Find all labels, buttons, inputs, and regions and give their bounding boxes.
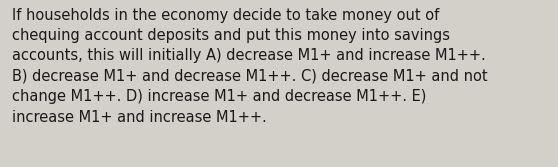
Text: If households in the economy decide to take money out of
chequing account deposi: If households in the economy decide to t…	[12, 8, 488, 125]
